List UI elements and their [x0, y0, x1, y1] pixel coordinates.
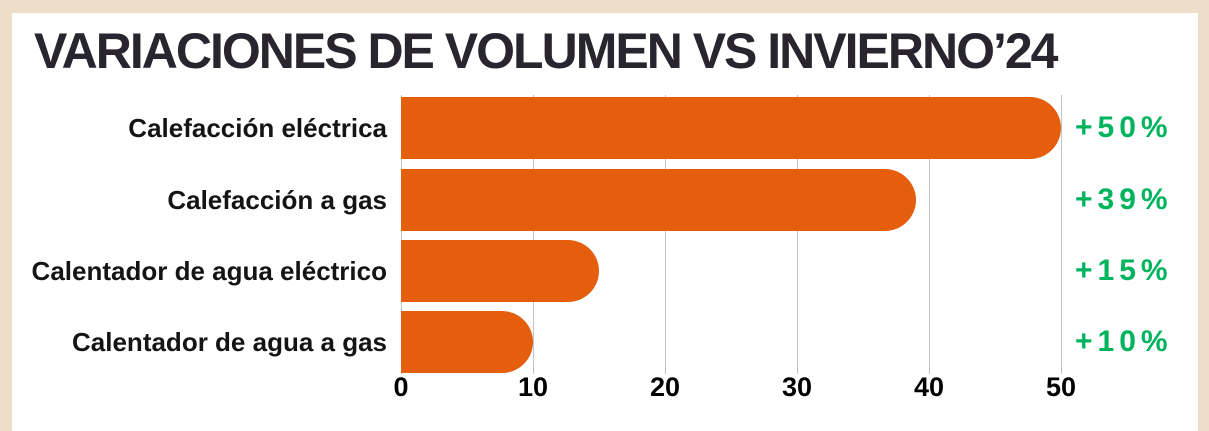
- chart-title: VARIACIONES DE VOLUMEN VS INVIERNO’24: [34, 23, 1058, 79]
